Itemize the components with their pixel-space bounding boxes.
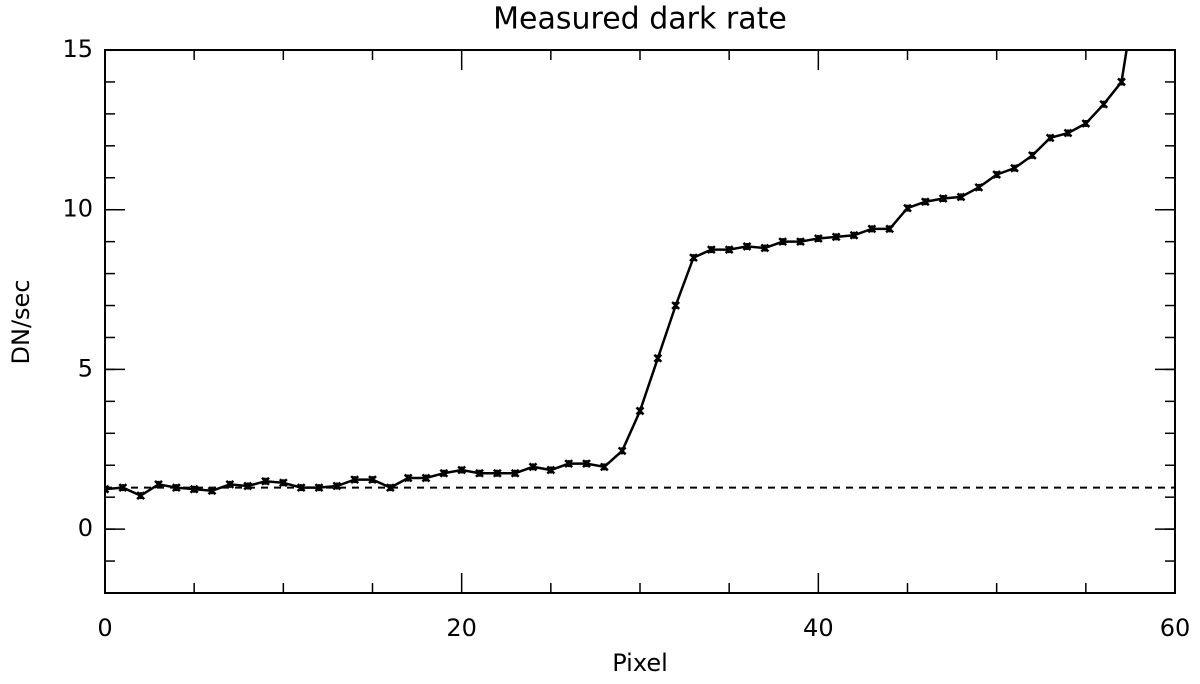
data-point: [261, 476, 270, 486]
data-point: [314, 483, 324, 492]
data-point: [243, 481, 253, 491]
data-point: [350, 475, 360, 484]
data-point: [635, 406, 645, 416]
x-axis-label: Pixel: [612, 649, 668, 677]
data-point: [849, 230, 859, 240]
data-point: [617, 446, 627, 456]
data-point: [992, 170, 1002, 179]
data-point: [368, 475, 377, 484]
x-tick-label: 60: [1160, 614, 1191, 642]
data-point: [813, 234, 823, 243]
data-point: [1081, 119, 1091, 128]
data-point: [938, 194, 948, 203]
data-line: [105, 50, 1128, 497]
y-axis-label: DN/sec: [7, 280, 35, 365]
data-point: [831, 232, 841, 242]
data-point: [510, 468, 520, 478]
data-point: [582, 459, 591, 469]
x-tick-label: 20: [446, 614, 477, 642]
data-point: [1027, 151, 1037, 160]
plot-area: [105, 50, 1175, 500]
data-point: [920, 197, 930, 207]
data-point: [1010, 163, 1019, 173]
data-point: [903, 203, 912, 213]
y-tick-label: 10: [62, 195, 93, 223]
data-point: [439, 468, 449, 478]
data-point: [154, 480, 163, 489]
data-point: [457, 465, 467, 475]
data-point: [475, 468, 484, 478]
data-point: [385, 483, 395, 492]
data-point: [118, 483, 128, 492]
data-point: [974, 182, 984, 192]
data-point: [171, 483, 181, 492]
data-point: [599, 462, 609, 472]
chart-title: Measured dark rate: [493, 2, 787, 37]
data-point: [1117, 77, 1126, 87]
data-point: [689, 253, 698, 263]
data-point: [189, 484, 199, 494]
data-point: [492, 468, 502, 478]
data-point: [706, 245, 716, 255]
data-point: [796, 237, 805, 247]
data-point: [867, 224, 877, 234]
data-point: [296, 483, 306, 492]
data-point: [225, 480, 235, 489]
x-tick-label: 0: [97, 614, 112, 642]
data-point: [885, 224, 895, 234]
data-point: [1063, 128, 1073, 138]
y-tick-label: 15: [62, 35, 93, 63]
data-point: [956, 192, 966, 202]
data-point: [564, 459, 574, 469]
y-tick-label: 0: [78, 514, 93, 542]
data-point: [403, 473, 413, 483]
data-point: [778, 237, 788, 247]
data-point: [742, 242, 752, 251]
x-tick-label: 40: [803, 614, 834, 642]
data-point: [653, 353, 663, 363]
data-point: [207, 486, 217, 496]
data-point: [760, 243, 770, 253]
plot-frame: [104, 49, 1176, 594]
data-point: [1099, 99, 1109, 109]
data-point: [528, 462, 538, 472]
data-point: [105, 484, 110, 494]
y-tick-label: 5: [78, 354, 93, 382]
data-point: [724, 245, 734, 255]
data-point: [671, 301, 681, 310]
data-point: [421, 473, 431, 483]
data-point: [546, 465, 556, 475]
data-point: [136, 491, 146, 500]
data-point: [1045, 133, 1055, 143]
data-point: [278, 478, 288, 488]
data-point: [332, 481, 342, 491]
